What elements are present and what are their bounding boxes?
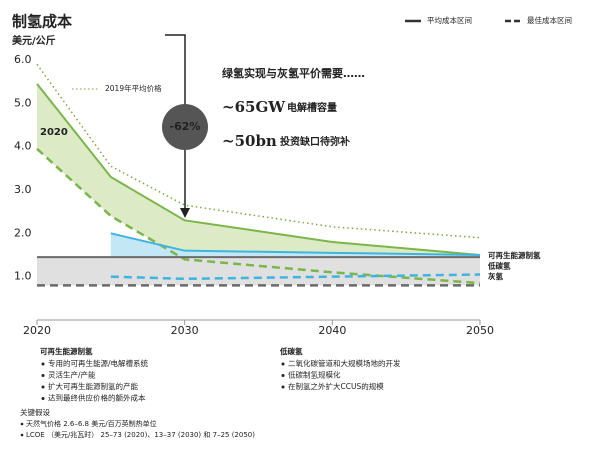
average-line	[36, 83, 481, 256]
arrow-head	[180, 208, 190, 218]
y-tick-label: 2.0	[14, 226, 32, 239]
bullet	[281, 385, 285, 389]
parity-label: 投资缺口待弥补	[280, 135, 350, 148]
parity-label: 电解槽容量	[287, 101, 337, 114]
y-tick-label: 3.0	[14, 183, 32, 196]
bullet	[41, 385, 45, 389]
chart-subtitle: 美元/公斤	[12, 34, 56, 47]
note-item: 扩大可再生能源制氢的产能	[48, 381, 138, 391]
parity-value: ~65GW	[222, 98, 286, 116]
note-item: 专用的可再生能源/电解槽系统	[48, 358, 149, 368]
range-area	[37, 83, 480, 284]
parity-title: 绿氢实现与灰氢平价需要……	[222, 66, 365, 80]
bullet	[41, 362, 45, 366]
note-item: 在制氢之外扩大CCUS的规模	[288, 381, 384, 391]
bullet	[20, 433, 24, 437]
chart-title: 制氢成本	[12, 13, 72, 31]
reference-label: 2019年平均价格	[105, 83, 162, 93]
best-line	[36, 147, 481, 285]
bullet	[281, 374, 285, 377]
average-line	[110, 232, 481, 256]
assumption-item: 天然气价格 2.6–6.8 美元/百万英制热单位	[26, 419, 157, 428]
note-item: 低碳制氢规模化	[288, 370, 341, 380]
assumptions-title: 关键假设	[20, 407, 50, 417]
reference-line	[36, 63, 481, 239]
note-item: 二氧化碳管道和大规模场地的开发	[288, 358, 401, 368]
y-tick-label: 1.0	[14, 270, 32, 283]
note-item: 灵活生产/产能	[48, 370, 96, 380]
reduction-badge	[162, 104, 208, 150]
reduction-label: -62%	[170, 120, 201, 133]
bullet	[20, 422, 24, 426]
y-tick-label: 4.0	[14, 140, 32, 153]
start-label: 2020	[40, 127, 68, 138]
series-label: 可再生能源制氢	[488, 250, 541, 260]
range-area	[37, 257, 480, 286]
note-title: 可再生能源制氢	[40, 346, 93, 356]
reduction-arrow	[165, 34, 186, 212]
note-item: 达到最终供应价格的额外成本	[48, 393, 146, 403]
legend-label: 平均成本区间	[427, 15, 472, 25]
bullet	[41, 397, 45, 400]
x-tick-label: 2040	[318, 324, 346, 337]
parity-value: ~50bn	[222, 132, 277, 150]
y-tick-label: 6.0	[14, 53, 32, 66]
series-label: 灰氢	[488, 271, 503, 281]
y-tick-label: 5.0	[14, 96, 32, 109]
x-tick-label: 2030	[171, 324, 199, 337]
note-title: 低碳氢	[279, 346, 303, 356]
x-tick-label: 2020	[23, 324, 51, 337]
legend-label: 最佳成本区间	[527, 15, 572, 25]
assumption-item: LCOE （美元/兆瓦时） 25–73 (2020)、13–37 (2030) …	[26, 430, 255, 439]
x-tick-label: 2050	[466, 324, 494, 337]
bullet	[281, 362, 285, 366]
best-line	[110, 273, 481, 281]
series-label: 低碳氢	[487, 261, 511, 271]
bullet	[41, 374, 45, 377]
